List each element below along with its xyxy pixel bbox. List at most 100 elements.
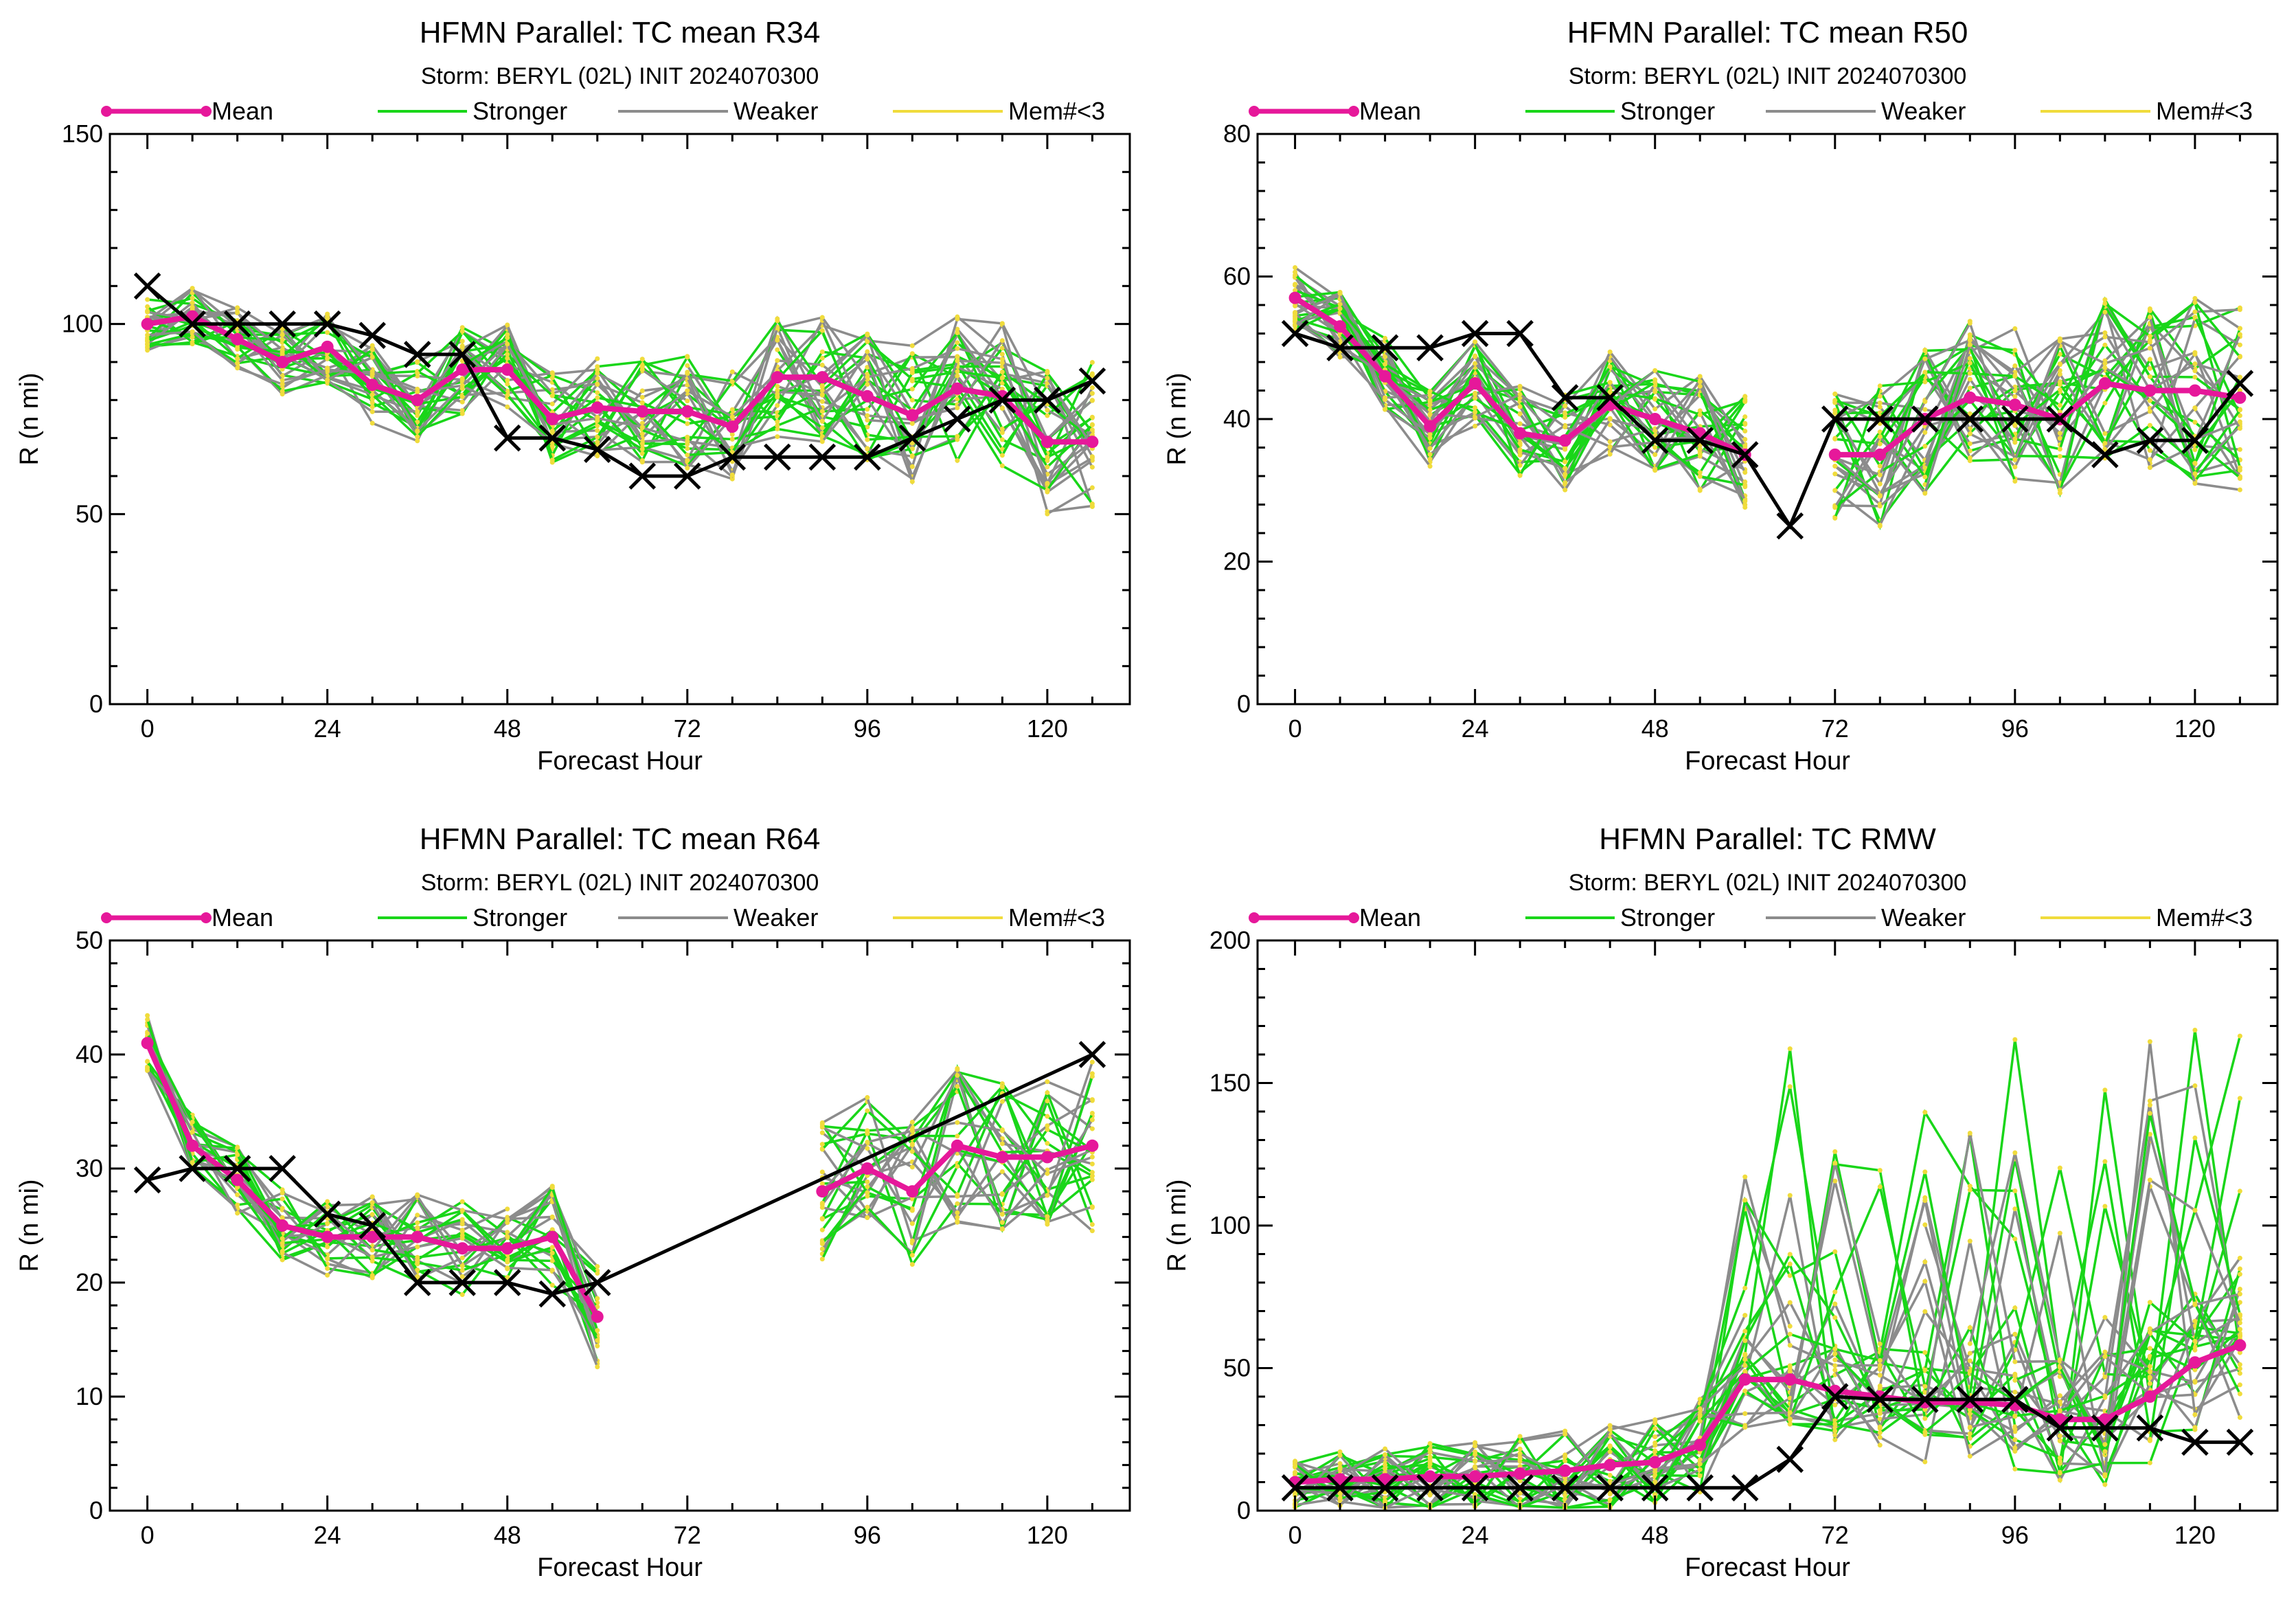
- ensemble-member-line: [1654, 1041, 2241, 1498]
- best-track-marker: [1866, 405, 1894, 433]
- ensemble-member-point: [2237, 374, 2242, 380]
- ensemble-member-point: [1832, 515, 1838, 521]
- ensemble-member-point: [955, 433, 960, 439]
- best-track-marker: [1731, 441, 1759, 469]
- best-track-marker: [1034, 386, 1061, 414]
- ensemble-member-point: [1652, 396, 1658, 401]
- ensemble-member-point: [685, 398, 690, 404]
- x-tick-label: 96: [854, 714, 881, 743]
- ensemble-members: [145, 1013, 1095, 1370]
- ensemble-member-point: [865, 1184, 870, 1190]
- ensemble-member-point: [1742, 1353, 1748, 1358]
- ensemble-member-point: [1517, 404, 1523, 409]
- ensemble-member-point: [2057, 1408, 2062, 1413]
- ensemble-member-point: [1877, 1366, 1883, 1372]
- mean-point: [2234, 1339, 2247, 1352]
- ensemble-member-point: [1517, 1451, 1523, 1456]
- ensemble-member-point: [2192, 420, 2198, 425]
- ensemble-member-point: [235, 1152, 240, 1158]
- mean-point: [2008, 398, 2021, 411]
- ensemble-member-point: [1922, 1169, 1928, 1175]
- ensemble-member-point: [1652, 380, 1658, 385]
- mean-point: [2098, 377, 2111, 390]
- ensemble-member-point: [2102, 1354, 2108, 1360]
- ensemble-member-point: [865, 425, 870, 430]
- ensemble-member-point: [1832, 391, 1838, 396]
- ensemble-member-point: [819, 383, 825, 388]
- ensemble-member-line: [146, 1025, 599, 1343]
- best-track-marker: [1371, 1474, 1399, 1502]
- ensemble-member-point: [2237, 1333, 2242, 1338]
- ensemble-member-point: [1383, 1498, 1388, 1504]
- ensemble-member-point: [775, 422, 780, 428]
- ensemble-member-point: [865, 1131, 870, 1136]
- ensemble-member-point: [1652, 1426, 1658, 1432]
- ensemble-member-point: [2237, 1300, 2242, 1305]
- ensemble-member-point: [865, 357, 870, 362]
- ensemble-member-point: [1652, 452, 1658, 458]
- ensemble-member-line: [1834, 337, 2241, 528]
- mean-line: [146, 313, 1093, 445]
- ensemble-member-point: [1652, 1434, 1658, 1440]
- ensemble-member-point: [2012, 1449, 2018, 1454]
- ensemble-member-point: [729, 431, 735, 437]
- best-track-marker: [1281, 319, 1309, 348]
- ensemble-member-point: [1383, 407, 1388, 412]
- ensemble-member-point: [2057, 1470, 2062, 1476]
- ensemble-member-point: [595, 376, 600, 381]
- y-tick-label: 0: [89, 1496, 103, 1524]
- ensemble-member-point: [775, 347, 780, 352]
- ensemble-member-point: [2057, 339, 2062, 344]
- best-track-marker: [538, 1280, 566, 1308]
- x-tick-label: 96: [854, 1521, 881, 1549]
- ensemble-member-point: [1922, 1367, 1928, 1373]
- x-axis: 0 24 48 72 96 120: [1288, 134, 2241, 743]
- ensemble-member-point: [280, 349, 285, 354]
- mean-point: [591, 401, 604, 414]
- ensemble-member-point: [1089, 1173, 1095, 1179]
- chart-title: HFMN Parallel: TC RMW: [1599, 822, 1936, 856]
- ensemble-member-point: [685, 371, 690, 376]
- best-track-marker: [1551, 1474, 1579, 1502]
- ensemble-member-point: [865, 339, 870, 344]
- ensemble-member-point: [819, 315, 825, 320]
- ensemble-member-point: [325, 367, 330, 372]
- ensemble-member-point: [2237, 1291, 2242, 1297]
- ensemble-member-point: [819, 434, 825, 440]
- ensemble-member-point: [2057, 1458, 2062, 1464]
- best-track-marker: [1078, 367, 1106, 395]
- best-track-marker: [1821, 1383, 1849, 1410]
- ensemble-member-point: [639, 388, 645, 394]
- mean-point: [951, 382, 964, 395]
- ensemble-member-point: [145, 1030, 150, 1036]
- ensemble-member-point: [2102, 330, 2108, 335]
- ensemble-member-point: [1877, 434, 1883, 440]
- ensemble-member-point: [370, 420, 375, 426]
- ensemble-member-point: [1337, 1496, 1343, 1501]
- ensemble-member-point: [1832, 1149, 1838, 1154]
- y-tick-label: 150: [1209, 1069, 1251, 1097]
- x-axis: 0 24 48 72 96 120: [141, 940, 1093, 1549]
- ensemble-member-point: [1787, 1300, 1793, 1305]
- ensemble-member-point: [1742, 482, 1748, 488]
- mean-point: [1424, 420, 1437, 433]
- ensemble-member-point: [1517, 462, 1523, 468]
- ensemble-member-point: [1742, 1363, 1748, 1368]
- best-track-marker: [2001, 405, 2029, 433]
- mean-point: [456, 363, 469, 376]
- ensemble-member-point: [819, 328, 825, 333]
- ensemble-member-point: [865, 1095, 870, 1101]
- ensemble-member-point: [909, 1261, 915, 1267]
- x-tick-label: 120: [1027, 1521, 1068, 1549]
- ensemble-member-line: [1834, 341, 2241, 508]
- ensemble-member-point: [1293, 282, 1298, 287]
- ensemble-member-point: [1473, 392, 1478, 397]
- ensemble-member-point: [865, 332, 870, 338]
- ensemble-member-point: [819, 1130, 825, 1136]
- ensemble-member-point: [1045, 1214, 1050, 1219]
- ensemble-member-point: [999, 346, 1005, 351]
- ensemble-member-point: [819, 425, 825, 431]
- ensemble-member-point: [2102, 1482, 2108, 1487]
- ensemble-member-point: [1045, 464, 1050, 470]
- ensemble-member-point: [549, 1283, 555, 1288]
